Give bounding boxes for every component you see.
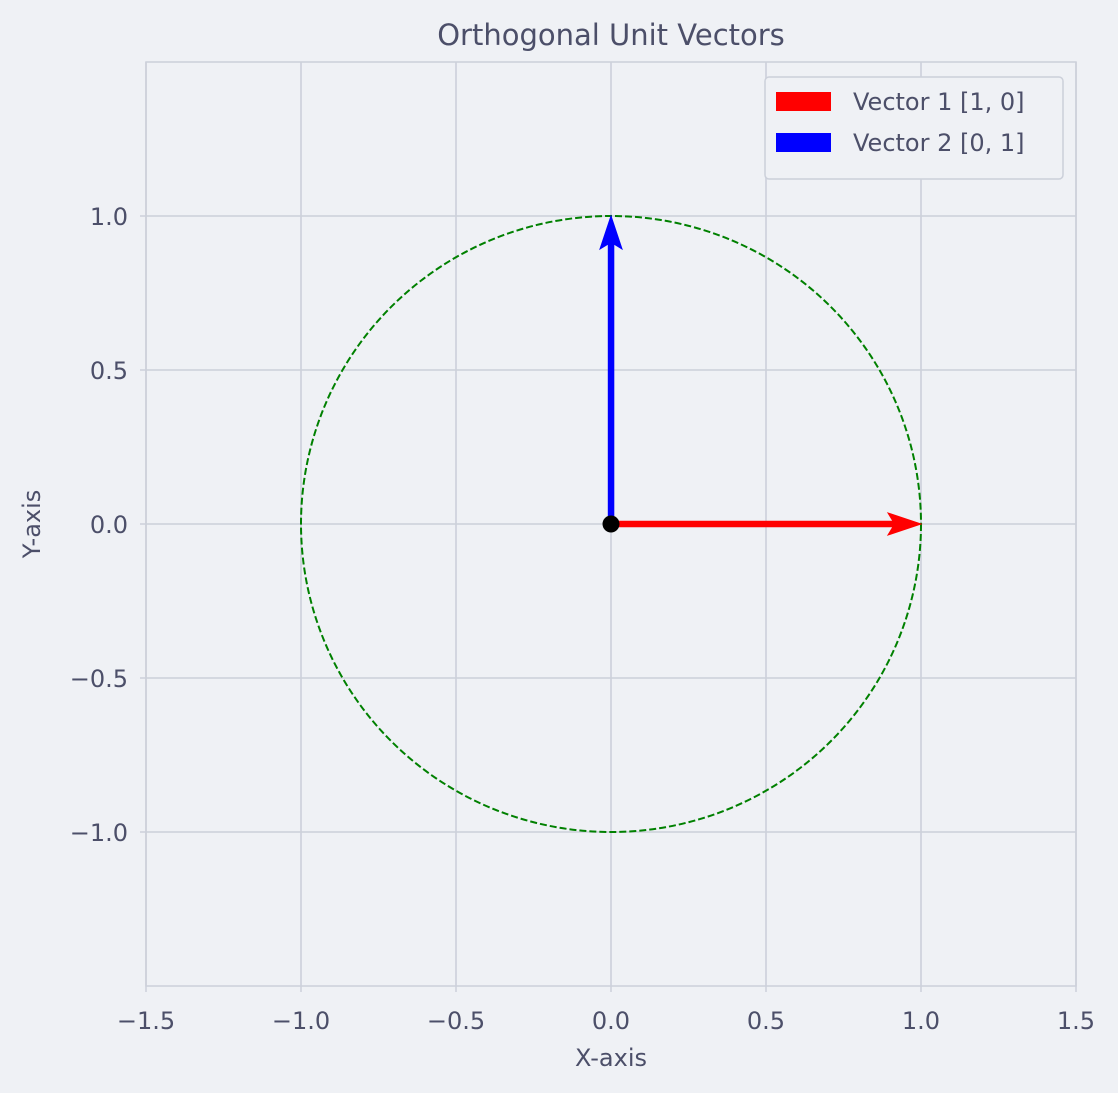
x-tick-label-5: 1.0: [902, 1007, 940, 1035]
y-ticks: −1.0 −0.5 0.0 0.5 1.0: [70, 203, 146, 847]
origin-point: [602, 515, 620, 533]
x-tick-label-0: −1.5: [117, 1007, 175, 1035]
vector-arrow-1: [610, 512, 923, 536]
chart-title: Orthogonal Unit Vectors: [437, 18, 785, 52]
y-tick-label-0: −1.0: [70, 819, 128, 847]
y-axis-label: Y-axis: [18, 490, 46, 560]
x-tick-label-2: −0.5: [427, 1007, 485, 1035]
x-tick-label-4: 0.5: [747, 1007, 785, 1035]
legend-label-1: Vector 1 [1, 0]: [853, 88, 1025, 116]
vector-arrow-2: [599, 214, 623, 525]
legend-label-2: Vector 2 [0, 1]: [853, 129, 1025, 157]
legend-swatch-1: [776, 92, 831, 111]
x-tick-label-3: 0.0: [592, 1007, 630, 1035]
y-tick-label-2: 0.0: [90, 511, 128, 539]
vectors: [599, 214, 923, 536]
y-tick-label-4: 1.0: [90, 203, 128, 231]
x-tick-label-1: −1.0: [272, 1007, 330, 1035]
x-tick-label-6: 1.5: [1057, 1007, 1095, 1035]
x-ticks: −1.5 −1.0 −0.5 0.0 0.5 1.0 1.5: [117, 986, 1095, 1035]
legend-box: [764, 76, 1064, 180]
y-tick-label-1: −0.5: [70, 665, 128, 693]
legend: Vector 1 [1, 0] Vector 2 [0, 1]: [764, 76, 1064, 180]
x-axis-label: X-axis: [575, 1044, 647, 1072]
legend-swatch-2: [776, 133, 831, 152]
y-tick-label-3: 0.5: [90, 357, 128, 385]
